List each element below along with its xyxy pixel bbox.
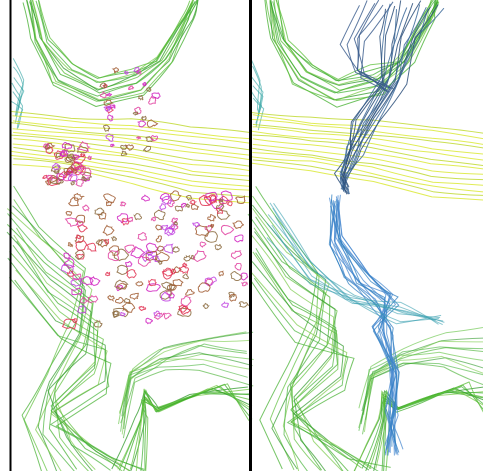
- contour-image: [0, 0, 483, 471]
- blob-contour: [219, 199, 223, 202]
- blob-contour: [107, 93, 112, 96]
- page: {} (() => { JSON.parse(document.getEleme…: [0, 0, 483, 471]
